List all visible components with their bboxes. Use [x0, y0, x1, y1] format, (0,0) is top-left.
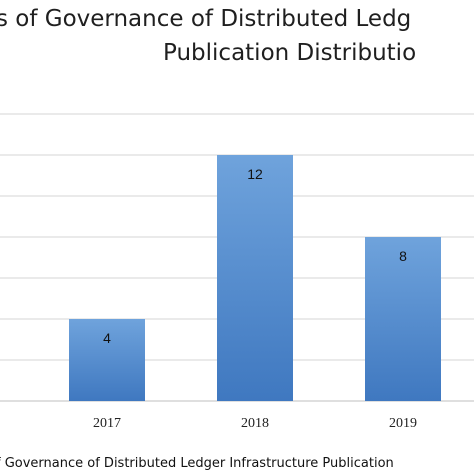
chart-title-line-2: Publication Distributio [163, 40, 416, 66]
x-tick-2017: 2017 [93, 416, 121, 431]
chart-title-line-1: s of Governance of Distributed Ledg [0, 6, 411, 32]
data-label-2018: 12 [247, 166, 263, 182]
data-label-2019: 8 [399, 248, 407, 264]
data-label-2017: 4 [103, 330, 111, 346]
bar-2018 [217, 155, 293, 401]
bars [69, 155, 441, 401]
x-tick-2019: 2019 [389, 416, 417, 431]
x-tick-labels: 2017 2018 2019 [93, 416, 417, 431]
bar-2017 [69, 319, 145, 401]
x-tick-2018: 2018 [241, 416, 269, 431]
data-labels: 4 12 8 [103, 166, 407, 346]
bar-2019 [365, 237, 441, 401]
x-axis-label: f Governance of Distributed Ledger Infra… [0, 456, 394, 471]
